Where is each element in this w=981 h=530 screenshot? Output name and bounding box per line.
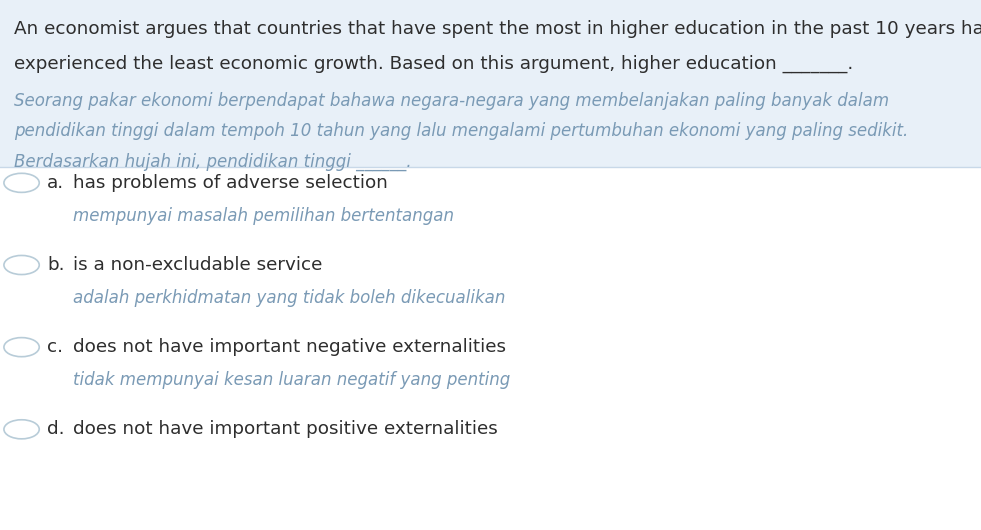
Text: Seorang pakar ekonomi berpendapat bahawa negara-negara yang membelanjakan paling: Seorang pakar ekonomi berpendapat bahawa… [14, 92, 889, 110]
Text: adalah perkhidmatan yang tidak boleh dikecualikan: adalah perkhidmatan yang tidak boleh dik… [73, 289, 505, 307]
Text: d.: d. [47, 420, 65, 438]
Text: is a non-excludable service: is a non-excludable service [73, 256, 322, 274]
Circle shape [4, 420, 39, 439]
Circle shape [4, 173, 39, 192]
Circle shape [4, 338, 39, 357]
Text: a.: a. [47, 174, 64, 192]
Bar [0, 0, 981, 167]
Text: An economist argues that countries that have spent the most in higher education : An economist argues that countries that … [14, 20, 981, 38]
Text: c.: c. [47, 338, 63, 356]
Text: mempunyai masalah pemilihan bertentangan: mempunyai masalah pemilihan bertentangan [73, 207, 453, 225]
Text: experienced the least economic growth. Based on this argument, higher education : experienced the least economic growth. B… [14, 55, 853, 73]
Text: does not have important negative externalities: does not have important negative externa… [73, 338, 505, 356]
Circle shape [4, 255, 39, 275]
Text: Berdasarkan hujah ini, pendidikan tinggi ______.: Berdasarkan hujah ini, pendidikan tinggi… [14, 153, 411, 171]
Text: b.: b. [47, 256, 65, 274]
Text: pendidikan tinggi dalam tempoh 10 tahun yang lalu mengalami pertumbuhan ekonomi : pendidikan tinggi dalam tempoh 10 tahun … [14, 122, 908, 140]
Text: tidak mempunyai kesan luaran negatif yang penting: tidak mempunyai kesan luaran negatif yan… [73, 371, 510, 389]
Text: has problems of adverse selection: has problems of adverse selection [73, 174, 387, 192]
Text: does not have important positive externalities: does not have important positive externa… [73, 420, 497, 438]
